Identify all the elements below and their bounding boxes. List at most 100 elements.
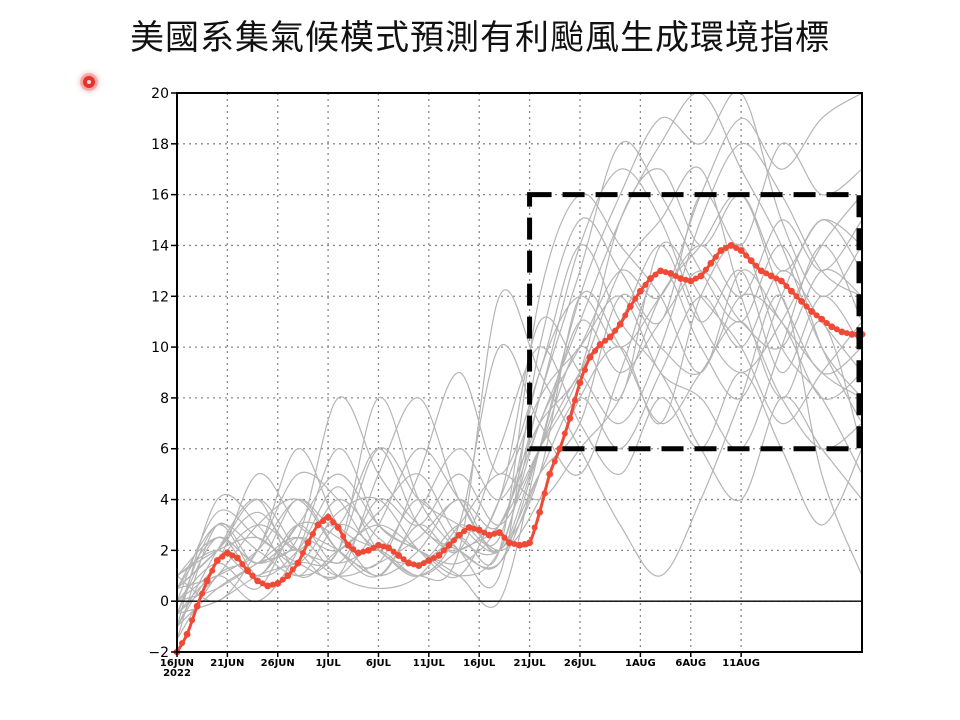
ensemble-mean-point [309,530,316,537]
ensemble-mean-point [843,330,850,337]
ensemble-mean-point [485,531,493,539]
ensemble-mean-point [793,293,800,300]
ensemble-mean-point [838,328,846,336]
ensemble-mean-point [536,508,544,516]
ensemble-mean-point [566,414,574,422]
ensemble-mean-point [390,548,397,555]
y-tick-label: 16 [151,188,169,204]
ensemble-mean-point [561,430,568,437]
ensemble-mean-point [395,552,403,559]
y-tick-label: 4 [160,493,169,509]
ensemble-mean-point [461,528,468,535]
ensemble-mean-point [727,242,735,249]
ensemble-mean-point [360,548,367,555]
ensemble-mean-point [687,277,695,285]
ensemble-mean-point [264,582,272,590]
ensemble-mean-point [616,320,624,328]
ensemble-mean-point [596,341,604,348]
y-tick-label: 14 [151,238,169,254]
y-tick-label: 6 [160,442,169,458]
ensemble-mean-point [632,295,639,302]
x-tick-label: 1AUG [625,658,656,669]
ensemble-mean-point [294,559,302,567]
ensemble-mean-point [757,267,765,275]
ensemble-mean-point [284,572,292,580]
ensemble-member-line-18 [177,93,862,627]
ensemble-mean-point [556,445,564,453]
ensemble-mean-point [516,541,523,549]
ensemble-mean-point [234,554,241,562]
ensemble-member-line-17 [177,346,862,602]
ensemble-mean-point [808,308,816,315]
ensemble-member-line-15 [177,270,862,615]
x-tick-label: 26JUL [564,658,597,669]
ensemble-mean-point [370,544,377,551]
ensemble-mean-point [239,561,246,568]
ensemble-mean-point [612,327,619,334]
ensemble-mean-point [773,275,780,282]
ensemble-mean-point [415,562,423,570]
ensemble-mean-point [798,297,805,305]
x-tick-label: 21JUN [210,658,244,669]
ensemble-mean-point [179,640,186,647]
recording-dot-icon [83,76,95,88]
ensemble-mean-point [435,552,443,559]
ensemble-mean-point [501,534,508,541]
y-tick-label: 20 [151,86,169,102]
ensemble-mean-point [592,347,599,354]
ensemble-mean-point [299,549,306,556]
ensemble-mean-point [193,602,201,610]
highlight-box [527,192,862,452]
ensemble-mean-point [344,541,352,549]
ensemble-mean-point [753,262,760,269]
ensemble-mean-point [692,275,699,282]
ensemble-mean-point [571,397,578,404]
x-tick-label: 21JUL [514,658,547,669]
ensemble-mean-point [199,590,206,597]
ensemble-mean-point [380,543,387,550]
ensemble-mean-point [682,276,689,283]
ensemble-mean-point [451,537,458,544]
ensemble-members [177,93,862,640]
ensemble-mean-point [183,630,191,638]
ensemble-mean-point [269,581,276,588]
ensemble-mean-point [274,579,282,587]
ensemble-mean-point [440,547,447,554]
ensemble-mean-point [642,281,649,288]
ensemble-mean-point [330,519,337,526]
ensemble-mean-point [334,524,342,531]
ensemble-mean-point [823,319,830,326]
ensemble-mean-point [455,531,463,539]
x-tick-label: 16JUN [160,658,194,669]
ensemble-mean-point [471,525,478,532]
ensemble-mean-point [340,533,347,540]
y-tick-label: 8 [160,391,169,407]
ensemble-mean-point [304,539,312,547]
y-tick-label: 12 [151,289,169,305]
ensemble-mean-point [425,557,433,564]
x-tick-label: 1JUL [316,658,342,669]
x-tick-label: 11JUL [413,658,446,669]
ensemble-mean-point [672,272,679,279]
x-tick-sublabel: 2022 [163,668,191,679]
ensemble-mean-point [707,259,715,267]
ensemble-mean-point [677,275,685,282]
ensemble-mean-point [249,572,256,579]
ensemble-member-line-10 [177,244,862,615]
ensemble-mean-point [723,244,730,251]
ensemble-mean-point [375,541,382,549]
ensemble-mean-point [737,247,745,254]
y-tick-label: −2 [148,645,169,661]
ensemble-mean-point [465,524,473,531]
ensemble-mean-point [848,330,856,338]
ensemble-mean-point [702,266,709,273]
plot-frame [176,92,863,653]
ensemble-mean-point [576,379,584,387]
ensemble-mean [173,242,866,656]
ensemble-mean-point [526,539,533,547]
highlight-box-group [527,192,862,452]
ensemble-mean-point [788,287,795,295]
ensemble-mean-point [818,315,826,323]
